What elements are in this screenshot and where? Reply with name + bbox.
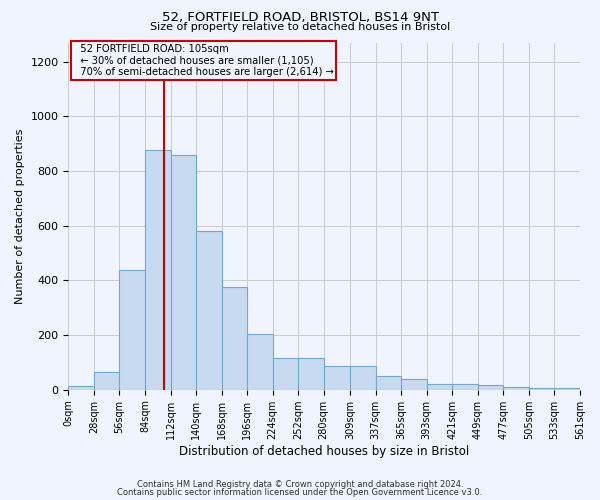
Bar [119, 270, 145, 390]
Bar [427, 384, 452, 390]
Text: 52, FORTFIELD ROAD, BRISTOL, BS14 9NT: 52, FORTFIELD ROAD, BRISTOL, BS14 9NT [161, 11, 439, 24]
Bar [529, 388, 554, 390]
Bar [68, 386, 94, 390]
Text: Contains public sector information licensed under the Open Government Licence v3: Contains public sector information licen… [118, 488, 482, 497]
Bar [324, 366, 350, 390]
Bar [503, 387, 529, 390]
Text: Size of property relative to detached houses in Bristol: Size of property relative to detached ho… [150, 22, 450, 32]
Bar [401, 379, 427, 390]
Bar [94, 372, 119, 390]
Bar [170, 155, 196, 390]
Text: Contains HM Land Registry data © Crown copyright and database right 2024.: Contains HM Land Registry data © Crown c… [137, 480, 463, 489]
Bar [376, 376, 401, 390]
Bar [298, 358, 324, 390]
Bar [554, 388, 580, 390]
Bar [478, 385, 503, 390]
Bar [145, 150, 170, 390]
Bar [350, 366, 376, 390]
Y-axis label: Number of detached properties: Number of detached properties [15, 128, 25, 304]
Bar [247, 334, 272, 390]
X-axis label: Distribution of detached houses by size in Bristol: Distribution of detached houses by size … [179, 444, 469, 458]
Text: 52 FORTFIELD ROAD: 105sqm
  ← 30% of detached houses are smaller (1,105)
  70% o: 52 FORTFIELD ROAD: 105sqm ← 30% of detac… [74, 44, 334, 78]
Bar [196, 231, 221, 390]
Bar [272, 358, 298, 390]
Bar [221, 287, 247, 390]
Bar [452, 384, 478, 390]
